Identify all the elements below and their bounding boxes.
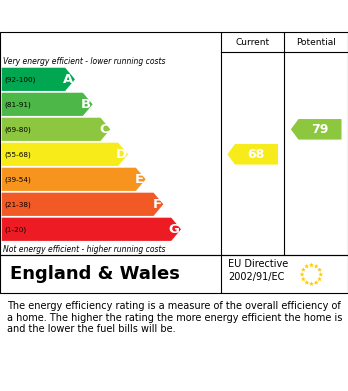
Text: EU Directive
2002/91/EC: EU Directive 2002/91/EC [228, 259, 288, 282]
Text: Potential: Potential [296, 38, 336, 47]
Polygon shape [304, 264, 309, 268]
Text: E: E [135, 173, 144, 186]
Polygon shape [318, 272, 323, 276]
Polygon shape [300, 272, 304, 276]
Text: (81-91): (81-91) [4, 101, 31, 108]
Polygon shape [317, 277, 322, 281]
Text: (39-54): (39-54) [4, 176, 31, 183]
Text: 79: 79 [311, 123, 328, 136]
Polygon shape [2, 168, 146, 191]
Text: Current: Current [236, 38, 270, 47]
Text: (21-38): (21-38) [4, 201, 31, 208]
Polygon shape [227, 144, 278, 165]
Text: A: A [63, 73, 73, 86]
Text: Energy Efficiency Rating: Energy Efficiency Rating [60, 7, 288, 25]
Polygon shape [304, 280, 309, 285]
Text: (92-100): (92-100) [4, 76, 35, 83]
Polygon shape [2, 68, 75, 91]
Text: B: B [81, 98, 91, 111]
Text: F: F [153, 198, 162, 211]
Text: The energy efficiency rating is a measure of the overall efficiency of a home. T: The energy efficiency rating is a measur… [7, 301, 342, 334]
Polygon shape [2, 193, 163, 216]
Polygon shape [301, 267, 306, 272]
Text: (1-20): (1-20) [4, 226, 26, 233]
Polygon shape [309, 263, 314, 267]
Text: Not energy efficient - higher running costs: Not energy efficient - higher running co… [3, 245, 166, 254]
Polygon shape [314, 280, 318, 285]
Polygon shape [309, 282, 314, 286]
Text: C: C [99, 123, 109, 136]
Polygon shape [291, 119, 341, 140]
Text: (55-68): (55-68) [4, 151, 31, 158]
Text: G: G [169, 223, 180, 236]
Text: 68: 68 [247, 148, 265, 161]
Polygon shape [317, 267, 322, 272]
Text: D: D [116, 148, 127, 161]
Text: (69-80): (69-80) [4, 126, 31, 133]
Polygon shape [314, 264, 318, 268]
Polygon shape [2, 143, 128, 166]
Text: Very energy efficient - lower running costs: Very energy efficient - lower running co… [3, 57, 166, 66]
Text: England & Wales: England & Wales [10, 265, 180, 283]
Polygon shape [2, 218, 181, 241]
Polygon shape [2, 93, 93, 116]
Polygon shape [2, 118, 110, 141]
Polygon shape [301, 277, 306, 281]
